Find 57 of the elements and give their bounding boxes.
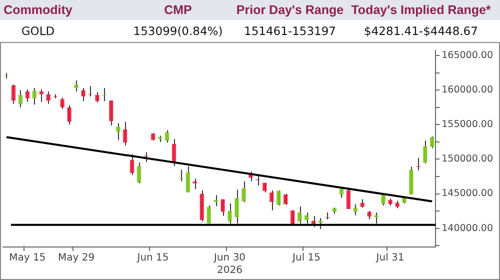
candlestick xyxy=(164,130,170,144)
candlestick xyxy=(192,178,197,190)
candlestick xyxy=(242,180,246,203)
candlestick xyxy=(109,100,114,126)
x-tick-label: Jun 30 xyxy=(213,252,246,264)
candlestick xyxy=(32,88,36,106)
candlestick xyxy=(130,154,134,176)
x-tick-label: Jul 15 xyxy=(292,252,321,264)
y-tick-label: 150000.00 xyxy=(442,154,493,165)
y-tick-label: 155000.00 xyxy=(442,119,493,130)
candlestick xyxy=(234,189,239,224)
candlestick xyxy=(430,136,434,149)
candlestick xyxy=(60,97,64,110)
candlestick xyxy=(270,190,274,211)
candlestick xyxy=(95,92,100,104)
text: 153099(0.84%) xyxy=(133,24,223,38)
candlestick xyxy=(214,194,218,207)
text: GOLD xyxy=(21,24,55,38)
x-tick-label: May 29 xyxy=(58,252,95,264)
candlestick xyxy=(46,90,50,104)
candlestick xyxy=(172,138,176,167)
candlestick xyxy=(374,212,378,224)
candlestick xyxy=(81,88,86,102)
x-tick-label: Jun 15 xyxy=(136,252,169,264)
candlestick xyxy=(18,90,23,108)
candlestick xyxy=(423,140,428,164)
candlestick xyxy=(346,188,350,210)
text: 2026 xyxy=(217,265,243,276)
x-tick-label: Jul 31 xyxy=(375,252,404,264)
candlestick xyxy=(284,193,288,206)
candlestick xyxy=(297,206,302,224)
candlestick xyxy=(206,205,211,224)
y-tick-label: 165000.00 xyxy=(442,50,493,62)
candlestick xyxy=(353,204,358,216)
candlestick xyxy=(409,166,414,195)
candlestick xyxy=(11,84,16,104)
candlestick xyxy=(116,122,120,140)
candlestick xyxy=(123,121,128,146)
candlestick xyxy=(67,104,72,126)
text: CMP xyxy=(164,3,192,17)
candlestick xyxy=(25,88,30,102)
candlestick xyxy=(228,202,232,224)
candlestick xyxy=(186,166,190,193)
x-tick-label: May 15 xyxy=(9,252,46,264)
text: $4281.41-$4448.67 xyxy=(364,24,478,38)
candlestick xyxy=(276,190,281,206)
y-tick-label: 140000.00 xyxy=(442,222,493,234)
candlestick xyxy=(318,217,323,230)
text: 151461-153197 xyxy=(244,24,336,38)
y-tick-label: 145000.00 xyxy=(442,188,493,200)
candlestick xyxy=(220,198,225,216)
text: Commodity xyxy=(4,3,72,17)
y-tick-label: 160000.00 xyxy=(442,84,493,96)
candlestick xyxy=(304,212,309,224)
text: Prior Day's Range xyxy=(236,3,344,17)
text: Today's Implied Range* xyxy=(351,3,491,17)
candlestick xyxy=(136,162,142,184)
